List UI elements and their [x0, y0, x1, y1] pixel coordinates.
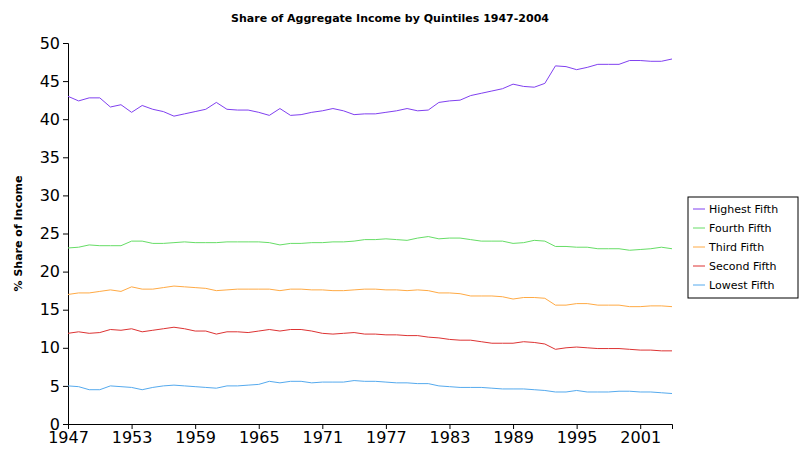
y-tick-mark [63, 157, 68, 158]
y-tick-label: 45 [40, 72, 60, 91]
x-tick: 1965 [239, 424, 280, 447]
y-tick-label: 10 [40, 338, 60, 357]
y-tick: 35 [40, 148, 68, 167]
series-line [68, 237, 672, 251]
legend-label: Third Fifth [708, 241, 764, 254]
x-axis: 1947 1953 1959 1965 1971 1977 1983 1989 1995 2001 [48, 424, 672, 447]
series-line [68, 286, 672, 307]
y-tick-mark [63, 348, 68, 349]
y-tick: 10 [40, 338, 68, 357]
y-axis-line [63, 44, 69, 425]
legend-swatch [693, 247, 705, 248]
x-tick-label: 1971 [302, 428, 343, 447]
x-tick: 1953 [112, 424, 153, 447]
y-axis: 05101520253035404550 [40, 34, 69, 434]
chart: Share of Aggregate Income by Quintiles 1… [0, 0, 802, 470]
y-tick-label: 15 [40, 300, 60, 319]
x-tick-label: 1983 [430, 428, 471, 447]
y-axis-title: % Share of Income [12, 176, 25, 292]
y-tick-mark [63, 195, 68, 196]
y-tick-mark [63, 43, 68, 44]
y-tick: 15 [40, 300, 68, 319]
legend-label: Lowest Fifth [709, 279, 775, 292]
y-tick: 30 [40, 186, 68, 205]
y-tick-mark [63, 424, 68, 425]
legend-swatch [693, 266, 705, 267]
x-tick-label: 1947 [48, 428, 89, 447]
legend: Highest Fifth Fourth Fifth Third Fifth Seco… [688, 197, 798, 298]
y-tick-label: 25 [40, 224, 60, 243]
y-tick-mark [63, 234, 68, 235]
x-tick-label: 1977 [366, 428, 407, 447]
legend-label: Fourth Fifth [709, 222, 772, 235]
legend-swatch [693, 209, 705, 210]
x-tick: 1947 [48, 424, 89, 447]
x-tick: 1995 [557, 424, 598, 447]
legend-label: Second Fifth [709, 260, 777, 273]
legend-box [688, 197, 798, 298]
y-tick: 50 [40, 34, 68, 53]
x-tick: 1989 [493, 424, 534, 447]
y-tick: 45 [40, 72, 68, 91]
x-tick-label: 2001 [620, 428, 661, 447]
x-tick: 2001 [620, 424, 661, 447]
y-tick: 25 [40, 224, 68, 243]
y-tick-mark [63, 310, 68, 311]
series-line [68, 327, 672, 351]
y-tick-label: 50 [40, 34, 60, 53]
title: Share of Aggregate Income by Quintiles 1… [231, 12, 549, 25]
legend-swatch [693, 285, 705, 286]
y-tick: 40 [40, 110, 68, 129]
y-tick-mark [63, 386, 68, 387]
legend-swatch [693, 228, 705, 229]
x-tick-label: 1959 [175, 428, 216, 447]
x-tick-label: 1989 [493, 428, 534, 447]
series-line [68, 381, 672, 394]
y-tick-label: 30 [40, 186, 60, 205]
x-tick-label: 1965 [239, 428, 280, 447]
y-tick-mark [63, 119, 68, 120]
x-tick: 1977 [366, 424, 407, 447]
x-tick-label: 1995 [557, 428, 598, 447]
y-tick: 20 [40, 262, 68, 281]
y-tick-mark [63, 272, 68, 273]
legend-label: Highest Fifth [709, 203, 778, 216]
y-tick-label: 35 [40, 148, 60, 167]
x-tick: 1971 [302, 424, 343, 447]
y-tick-label: 5 [50, 377, 60, 396]
x-tick: 1959 [175, 424, 216, 447]
y-tick: 5 [50, 377, 68, 396]
y-tick-label: 20 [40, 262, 60, 281]
series-line [68, 59, 672, 116]
y-tick-label: 40 [40, 110, 60, 129]
y-tick-mark [63, 81, 68, 82]
x-tick: 1983 [430, 424, 471, 447]
plot-area [68, 59, 672, 394]
x-tick-label: 1953 [112, 428, 153, 447]
